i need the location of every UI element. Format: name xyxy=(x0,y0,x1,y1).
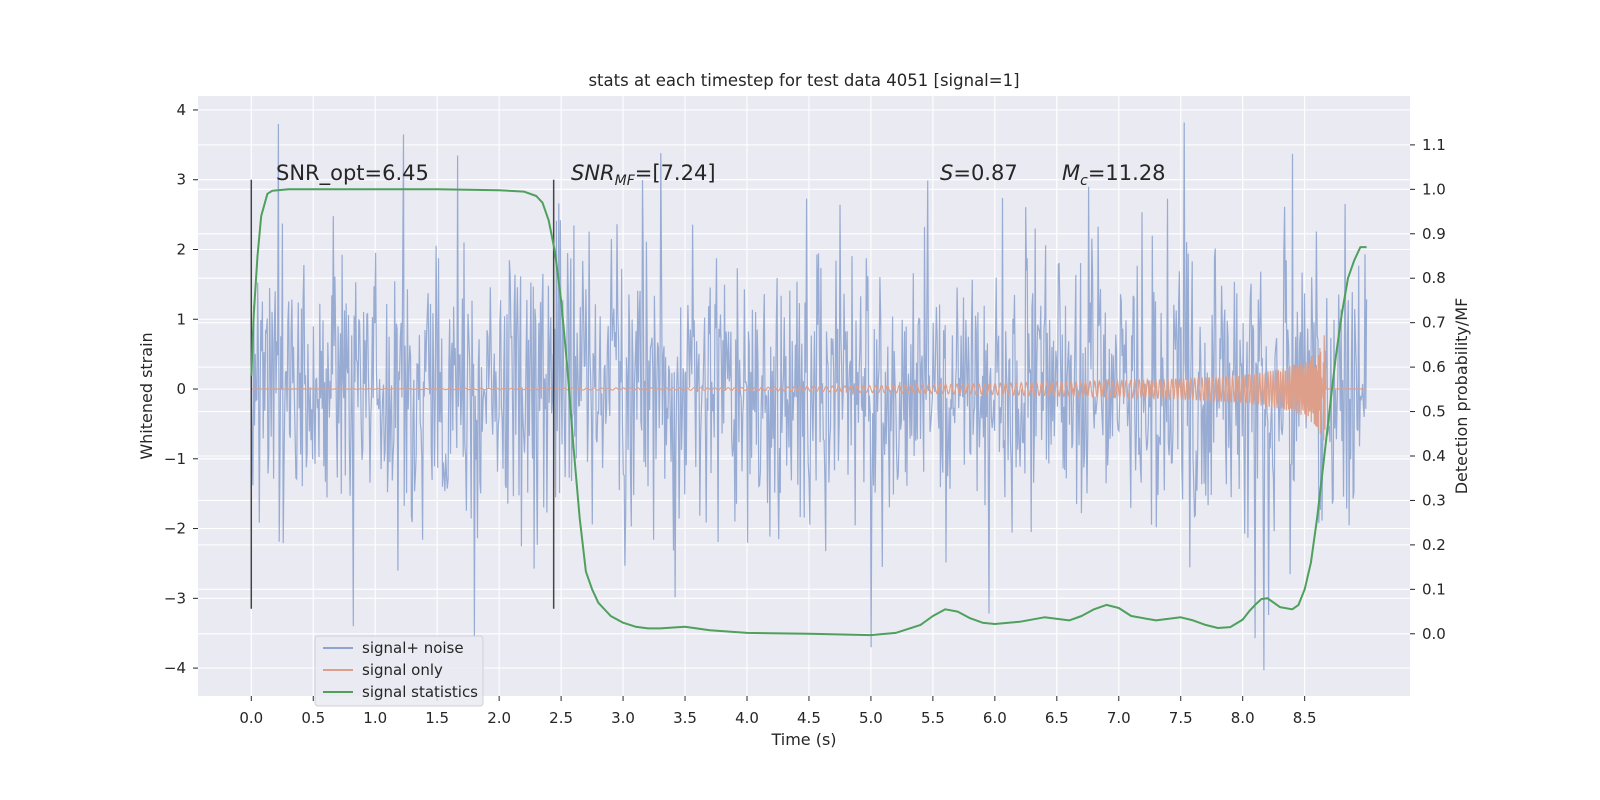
s-symbol: S xyxy=(940,161,953,185)
y-tick-label: 0 xyxy=(176,380,186,398)
y2-tick-label: 0.1 xyxy=(1422,580,1446,598)
signal-statistics-line xyxy=(250,188,1367,637)
x-axis-label: Time (s) xyxy=(770,730,836,749)
y2-tick-label: 0.3 xyxy=(1422,491,1446,509)
vertical-markers xyxy=(250,179,555,609)
y2-tick-label: 1.0 xyxy=(1422,180,1446,198)
snr-mf-symbol: SNR xyxy=(571,161,615,185)
y2-tick-label: 0.0 xyxy=(1422,625,1446,643)
legend-label-signal-statistics: signal statistics xyxy=(362,683,478,701)
y2-tick-label: 0.5 xyxy=(1422,403,1446,421)
x-tick-label: 7.0 xyxy=(1107,709,1131,727)
x-tick-label: 0.0 xyxy=(239,709,263,727)
chart-title: stats at each timestep for test data 405… xyxy=(588,71,1019,90)
legend-box xyxy=(314,635,484,707)
x-axis-ticks: 0.0 0.5 1.0 1.5 2.0 2.5 3.0 3.5 4.0 4.5 5.0 5.5 6.0 6… xyxy=(239,696,1317,727)
signal-noise-series xyxy=(250,122,1368,671)
snr-mf-annotation: SNRMF=[7.24] xyxy=(571,161,716,189)
signal-statistics-series xyxy=(250,188,1367,637)
mc-symbol: M xyxy=(1062,161,1080,185)
x-tick-label: 3.5 xyxy=(673,709,697,727)
legend: signal+ noise signal only signal statist… xyxy=(314,635,484,707)
x-tick-label: 4.5 xyxy=(797,709,821,727)
y2-tick-label: 0.6 xyxy=(1422,358,1446,376)
legend-label-signal-only: signal only xyxy=(362,661,443,679)
x-tick-label: 4.0 xyxy=(735,709,759,727)
y-tick-label: 4 xyxy=(176,101,186,119)
x-tick-label: 6.5 xyxy=(1045,709,1069,727)
y-tick-label: −3 xyxy=(164,589,186,607)
x-tick-label: 7.5 xyxy=(1169,709,1193,727)
y2-tick-label: 0.4 xyxy=(1422,447,1446,465)
x-tick-label: 1.5 xyxy=(425,709,449,727)
y-tick-label: 3 xyxy=(176,171,186,189)
x-tick-label: 2.5 xyxy=(549,709,573,727)
signal-only-line xyxy=(251,335,1367,441)
legend-label-signal-noise: signal+ noise xyxy=(362,639,464,657)
snr-mf-value: =[7.24] xyxy=(635,161,716,185)
y-tick-label: −1 xyxy=(164,450,186,468)
y-tick-label: −4 xyxy=(164,659,186,677)
s-annotation: S=0.87 xyxy=(940,161,1018,185)
snr-opt-annotation: SNR_opt=6.45 xyxy=(276,161,429,186)
y-axis-ticks: 4 3 2 1 0 −1 −2 −3 −4 xyxy=(164,101,198,677)
y2-tick-label: 1.1 xyxy=(1422,136,1446,154)
s-value: =0.87 xyxy=(953,161,1017,185)
mc-annotation: Mc=11.28 xyxy=(1062,161,1166,189)
snr-mf-subscript: MF xyxy=(615,173,636,189)
y2-tick-label: 0.2 xyxy=(1422,536,1446,554)
x-tick-label: 6.0 xyxy=(983,709,1007,727)
mc-value: =11.28 xyxy=(1088,161,1166,185)
x-tick-label: 1.0 xyxy=(363,709,387,727)
y-tick-label: 1 xyxy=(176,310,186,328)
signal-noise-line xyxy=(250,122,1368,671)
y2-tick-label: 0.7 xyxy=(1422,314,1446,332)
x-tick-label: 5.0 xyxy=(859,709,883,727)
y2-axis-label: Detection probability/MF xyxy=(1452,298,1471,495)
signal-only-series xyxy=(251,335,1367,441)
mc-subscript: c xyxy=(1080,173,1088,189)
y-tick-label: −2 xyxy=(164,520,186,538)
y-axis-label: Whitened strain xyxy=(137,332,156,459)
x-tick-label: 8.5 xyxy=(1293,709,1317,727)
x-tick-label: 2.0 xyxy=(487,709,511,727)
y2-axis-ticks: 1.1 1.0 0.9 0.8 0.7 0.6 0.5 0.4 0.3 0.2 0.1 0.0 xyxy=(1410,136,1446,643)
x-tick-label: 0.5 xyxy=(301,709,325,727)
x-tick-label: 5.5 xyxy=(921,709,945,727)
x-tick-label: 8.0 xyxy=(1231,709,1255,727)
y2-tick-label: 0.8 xyxy=(1422,269,1446,287)
y-tick-label: 2 xyxy=(176,240,186,258)
y2-tick-label: 0.9 xyxy=(1422,225,1446,243)
x-tick-label: 3.0 xyxy=(611,709,635,727)
